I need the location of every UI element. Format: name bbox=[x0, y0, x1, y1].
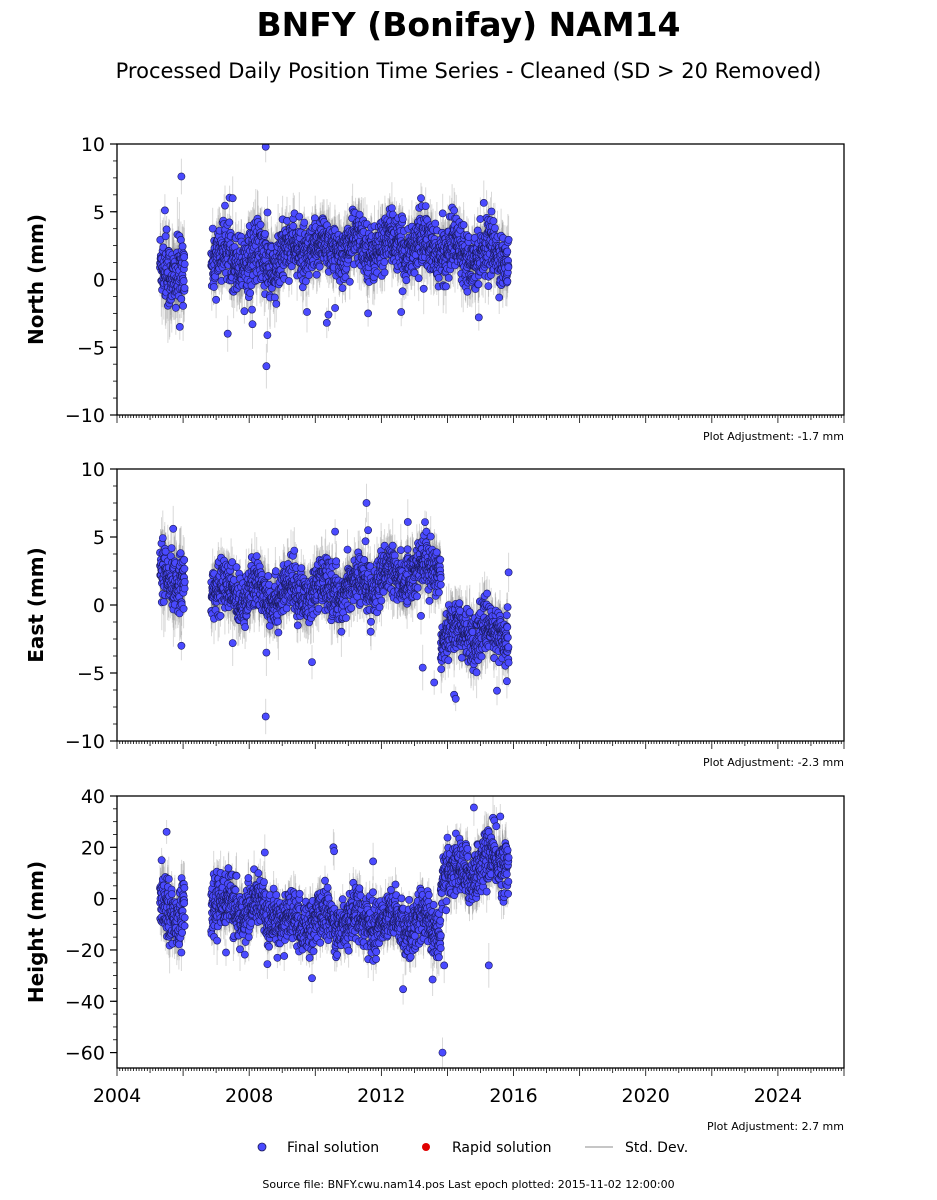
y-axis-label: North (mm) bbox=[24, 214, 48, 345]
data-point bbox=[223, 329, 232, 338]
data-point bbox=[287, 262, 296, 271]
data-point bbox=[176, 235, 185, 244]
data-point bbox=[178, 242, 187, 251]
data-point bbox=[162, 225, 171, 234]
data-point bbox=[504, 235, 513, 244]
data-point bbox=[300, 218, 309, 227]
data-point bbox=[474, 313, 483, 322]
data-point bbox=[402, 276, 411, 285]
panel-north: −10 −5 0 5 10 North (mm) Plot Adjustment: -1.7… bbox=[24, 134, 845, 443]
data-point bbox=[489, 217, 498, 225]
data-point bbox=[312, 270, 321, 279]
data-point bbox=[289, 222, 298, 231]
data-point bbox=[180, 260, 189, 268]
data-point bbox=[380, 268, 389, 277]
data-point bbox=[364, 309, 372, 318]
y-tick-label: −10 bbox=[65, 405, 105, 427]
data-point bbox=[331, 304, 339, 312]
data-point bbox=[345, 277, 354, 286]
plot-adjustment-note: Plot Adjustment: -1.7 mm bbox=[703, 430, 844, 443]
data-point bbox=[338, 284, 347, 292]
y-tick-label: 10 bbox=[81, 134, 105, 156]
data-point bbox=[256, 220, 265, 229]
data-point bbox=[156, 235, 165, 244]
data-point bbox=[261, 229, 269, 238]
data-point bbox=[177, 172, 186, 181]
data-point bbox=[161, 232, 170, 241]
data-point bbox=[171, 303, 180, 312]
data-point bbox=[225, 218, 234, 227]
data-point bbox=[479, 198, 488, 207]
data-point bbox=[221, 201, 229, 210]
data-point bbox=[398, 287, 407, 296]
data-point bbox=[355, 210, 364, 219]
data-point bbox=[495, 293, 504, 302]
data-point bbox=[417, 194, 425, 203]
y-tick-label: −5 bbox=[77, 337, 105, 359]
y-tick-label: 5 bbox=[93, 202, 105, 224]
data-point bbox=[248, 305, 256, 314]
data-point bbox=[438, 209, 447, 218]
data-point bbox=[303, 308, 311, 316]
data-point bbox=[484, 282, 493, 290]
data-point bbox=[431, 219, 440, 228]
data-point bbox=[263, 208, 272, 217]
data-point bbox=[434, 273, 443, 282]
data-point bbox=[212, 295, 220, 304]
data-point bbox=[180, 253, 189, 261]
data-point bbox=[444, 273, 453, 282]
data-point bbox=[459, 220, 468, 229]
data-point bbox=[503, 247, 512, 256]
data-point bbox=[476, 215, 485, 223]
final-solution-points bbox=[156, 144, 513, 371]
data-point bbox=[210, 283, 218, 291]
data-point bbox=[442, 282, 450, 291]
data-point bbox=[160, 206, 169, 215]
data-point bbox=[272, 299, 281, 308]
data-point bbox=[240, 307, 249, 316]
data-point bbox=[301, 277, 310, 286]
data-point bbox=[414, 274, 423, 283]
data-point bbox=[304, 271, 313, 279]
data-point bbox=[380, 258, 389, 266]
data-point bbox=[295, 212, 304, 221]
data-point bbox=[263, 331, 272, 339]
chart-subtitle: Processed Daily Position Time Series - C… bbox=[116, 59, 822, 83]
chart-title: BNFY (Bonifay) NAM14 bbox=[256, 5, 680, 44]
data-point bbox=[503, 277, 512, 286]
data-point bbox=[284, 277, 293, 285]
data-point bbox=[410, 269, 419, 277]
data-point bbox=[248, 320, 257, 329]
data-point bbox=[419, 284, 428, 293]
data-point bbox=[177, 294, 186, 303]
data-point bbox=[450, 206, 458, 215]
data-point bbox=[175, 322, 184, 331]
data-point bbox=[270, 293, 279, 302]
data-point bbox=[463, 287, 472, 296]
data-point bbox=[261, 144, 270, 151]
data-point bbox=[504, 263, 513, 272]
data-point bbox=[487, 207, 496, 216]
data-point bbox=[315, 262, 324, 271]
data-point bbox=[421, 202, 430, 210]
data-point bbox=[179, 301, 187, 310]
data-point bbox=[322, 318, 331, 327]
data-point bbox=[179, 277, 188, 285]
data-point bbox=[180, 284, 189, 292]
data-point bbox=[397, 308, 406, 316]
data-point bbox=[490, 224, 499, 232]
data-point bbox=[387, 204, 396, 212]
data-point bbox=[474, 280, 483, 289]
data-point bbox=[324, 310, 333, 319]
y-tick-label: 0 bbox=[93, 270, 105, 292]
panels: −10 −5 0 5 10 North (mm) Plot Adjustment: -1.7… bbox=[24, 134, 845, 1133]
data-point bbox=[262, 362, 271, 371]
data-point bbox=[398, 215, 407, 223]
data-point bbox=[228, 194, 237, 203]
data-point bbox=[246, 289, 255, 297]
